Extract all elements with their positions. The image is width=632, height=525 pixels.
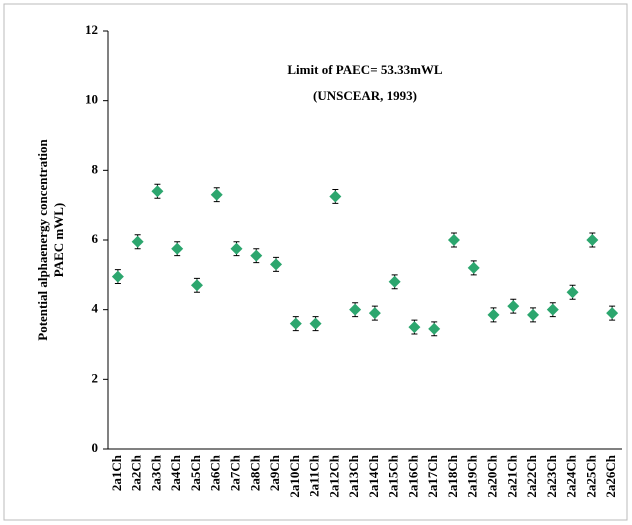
data-point bbox=[507, 300, 520, 313]
x-tick-label: 2a3Ch bbox=[148, 454, 163, 491]
x-tick-label: 2a4Ch bbox=[168, 454, 183, 491]
y-tick-label: 12 bbox=[85, 22, 98, 37]
x-tick-label: 2a16Ch bbox=[405, 454, 420, 497]
y-tick-label: 4 bbox=[92, 301, 99, 316]
x-tick-label: 2a11Ch bbox=[307, 454, 322, 497]
data-point bbox=[388, 275, 401, 288]
annotation: Limit of PAEC= 53.33mWL bbox=[287, 62, 443, 77]
data-point bbox=[270, 258, 283, 271]
x-tick-label: 2a25Ch bbox=[583, 454, 598, 497]
data-point bbox=[210, 188, 223, 201]
x-tick-label: 2a8Ch bbox=[247, 454, 262, 491]
x-tick-label: 2a9Ch bbox=[267, 454, 282, 491]
data-point bbox=[368, 307, 381, 320]
x-tick-label: 2a17Ch bbox=[425, 454, 440, 497]
x-tick-label: 2a26Ch bbox=[603, 454, 618, 497]
data-point bbox=[171, 242, 184, 255]
data-point bbox=[190, 279, 203, 292]
data-point bbox=[408, 321, 421, 334]
data-point bbox=[447, 234, 460, 246]
x-tick-label: 2a15Ch bbox=[386, 454, 401, 497]
x-tick-label: 2a24Ch bbox=[564, 454, 579, 497]
x-tick-label: 2a14Ch bbox=[366, 454, 381, 497]
x-tick-label: 2a22Ch bbox=[524, 454, 539, 497]
data-point bbox=[230, 242, 243, 255]
y-axis-label: PAEC mWL) bbox=[51, 203, 66, 278]
data-point bbox=[151, 185, 164, 198]
data-point bbox=[487, 308, 500, 321]
data-point bbox=[527, 308, 540, 321]
data-point bbox=[329, 190, 342, 203]
data-point bbox=[289, 317, 302, 330]
data-point bbox=[111, 270, 124, 283]
x-tick-label: 2a13Ch bbox=[346, 454, 361, 497]
data-point bbox=[309, 317, 322, 330]
y-axis-label: Potential alphaenergy concentration bbox=[35, 138, 50, 340]
x-tick-label: 2a23Ch bbox=[544, 454, 559, 497]
data-point bbox=[428, 322, 441, 335]
y-tick-label: 10 bbox=[85, 92, 98, 107]
data-point bbox=[131, 235, 144, 248]
data-point bbox=[606, 307, 619, 320]
x-tick-label: 2a19Ch bbox=[465, 454, 480, 497]
x-tick-label: 2a18Ch bbox=[445, 454, 460, 497]
data-point bbox=[349, 303, 362, 316]
y-tick-label: 8 bbox=[92, 161, 99, 176]
x-tick-label: 2a2Ch bbox=[129, 454, 144, 491]
data-point bbox=[250, 249, 263, 262]
y-tick-label: 2 bbox=[92, 370, 99, 385]
x-tick-label: 2a12Ch bbox=[326, 454, 341, 497]
data-point bbox=[586, 234, 599, 246]
x-tick-label: 2a21Ch bbox=[504, 454, 519, 497]
x-tick-label: 2a6Ch bbox=[208, 454, 223, 491]
data-point bbox=[467, 261, 480, 274]
x-tick-label: 2a20Ch bbox=[484, 454, 499, 497]
annotation: (UNSCEAR, 1993) bbox=[313, 88, 417, 103]
x-tick-label: 2a1Ch bbox=[109, 454, 124, 491]
x-tick-label: 2a5Ch bbox=[188, 454, 203, 491]
x-tick-label: 2a7Ch bbox=[227, 454, 242, 491]
y-tick-label: 0 bbox=[92, 440, 99, 455]
y-tick-label: 6 bbox=[92, 231, 99, 246]
x-tick-label: 2a10Ch bbox=[287, 454, 302, 497]
data-point bbox=[546, 303, 559, 316]
data-point bbox=[566, 286, 579, 299]
